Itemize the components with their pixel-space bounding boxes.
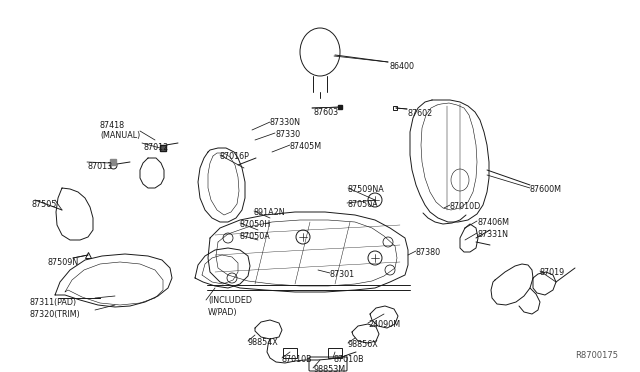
Text: 87602: 87602 bbox=[407, 109, 432, 118]
Text: 86400: 86400 bbox=[390, 62, 415, 71]
Text: 98854X: 98854X bbox=[248, 338, 279, 347]
Text: 87010D: 87010D bbox=[450, 202, 481, 211]
Text: 87050A: 87050A bbox=[240, 232, 271, 241]
Text: 24090M: 24090M bbox=[368, 320, 400, 329]
Text: 87311(PAD): 87311(PAD) bbox=[30, 298, 77, 307]
Text: (MANUAL): (MANUAL) bbox=[100, 131, 140, 140]
Text: 98856X: 98856X bbox=[348, 340, 379, 349]
Text: 87050A: 87050A bbox=[347, 200, 378, 209]
Text: 87012: 87012 bbox=[143, 143, 168, 152]
Text: 87050H: 87050H bbox=[240, 220, 271, 229]
Text: 87380: 87380 bbox=[416, 248, 441, 257]
Text: 891A2N: 891A2N bbox=[254, 208, 285, 217]
Text: 87405M: 87405M bbox=[290, 142, 322, 151]
Text: 87418: 87418 bbox=[100, 121, 125, 130]
Bar bbox=[328, 348, 342, 358]
Bar bbox=[283, 348, 297, 358]
Text: 87603: 87603 bbox=[314, 108, 339, 117]
Text: 87330N: 87330N bbox=[270, 118, 301, 127]
Text: 87016P: 87016P bbox=[220, 152, 250, 161]
Text: 87331N: 87331N bbox=[477, 230, 508, 239]
Text: (INCLUDED: (INCLUDED bbox=[208, 296, 252, 305]
Text: 87013: 87013 bbox=[87, 162, 112, 171]
Text: 87600M: 87600M bbox=[530, 185, 562, 194]
Text: 87010B: 87010B bbox=[333, 355, 364, 364]
Text: 87509N: 87509N bbox=[48, 258, 79, 267]
Text: 87330: 87330 bbox=[275, 130, 300, 139]
Text: 87406M: 87406M bbox=[477, 218, 509, 227]
Text: R8700175: R8700175 bbox=[575, 351, 618, 360]
Text: W/PAD): W/PAD) bbox=[208, 308, 237, 317]
Text: 87301: 87301 bbox=[330, 270, 355, 279]
Text: 87019: 87019 bbox=[540, 268, 565, 277]
Text: 87320(TRIM): 87320(TRIM) bbox=[30, 310, 81, 319]
Text: 87505: 87505 bbox=[32, 200, 58, 209]
Text: 87010B: 87010B bbox=[282, 355, 312, 364]
Text: 98853M: 98853M bbox=[313, 365, 345, 372]
Text: 87509NA: 87509NA bbox=[348, 185, 385, 194]
